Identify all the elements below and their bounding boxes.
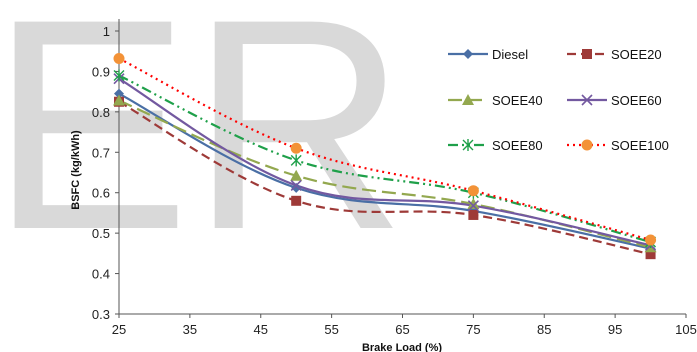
chart-axes <box>118 19 686 315</box>
legend-marker-soee20 <box>582 49 592 59</box>
data-point-soee80 <box>113 69 125 82</box>
x-tick-label: 55 <box>324 322 338 337</box>
y-tick-label: 0.6 <box>92 186 110 201</box>
data-point-soee100 <box>113 52 125 64</box>
series-markers <box>113 52 657 260</box>
y-tick-label: 0.7 <box>92 145 110 160</box>
y-tick-label: 0.4 <box>92 267 110 282</box>
x-tick-label: 85 <box>537 322 551 337</box>
legend-label-soee80: SOEE80 <box>492 138 543 153</box>
legend-label-soee100: SOEE100 <box>611 138 669 153</box>
series-lines <box>118 57 651 256</box>
series-line-soee20 <box>118 100 651 256</box>
x-tick-label: 25 <box>112 322 126 337</box>
series-line-soee100 <box>118 57 651 242</box>
data-point-soee20 <box>645 249 656 260</box>
legend-marker-soee60 <box>581 94 593 106</box>
y-tick-label: 0.5 <box>92 226 110 241</box>
y-tick-label: 0.8 <box>92 105 110 120</box>
data-point-diesel <box>291 182 302 193</box>
legend-label-diesel: Diesel <box>492 47 528 62</box>
data-point-soee20 <box>291 195 302 206</box>
x-tick-label: 95 <box>608 322 622 337</box>
x-tick-label: 35 <box>183 322 197 337</box>
data-point-soee100 <box>467 185 479 197</box>
legend-marker-soee40 <box>462 94 474 105</box>
data-point-soee100 <box>290 142 302 154</box>
data-point-soee60 <box>290 179 302 192</box>
legend-label-soee60: SOEE60 <box>611 93 662 108</box>
data-point-soee40 <box>467 198 480 210</box>
y-axis-title: BSFC (kg/kWh) <box>70 130 82 210</box>
x-tick-label: 65 <box>395 322 409 337</box>
x-tick-label: 75 <box>466 322 480 337</box>
x-tick-label: 45 <box>254 322 268 337</box>
data-point-soee80 <box>290 154 302 167</box>
legend-label-soee40: SOEE40 <box>492 93 543 108</box>
x-axis-title: Brake Load (%) <box>362 342 442 352</box>
legend-marker-diesel <box>463 49 473 59</box>
data-point-soee20 <box>468 209 479 220</box>
data-point-soee100 <box>645 234 657 246</box>
data-point-soee40 <box>113 94 125 106</box>
series-line-diesel <box>118 92 651 250</box>
y-tick-label: 0.3 <box>92 307 110 322</box>
x-tick-label: 105 <box>675 322 697 337</box>
data-point-soee60 <box>467 200 479 212</box>
data-point-soee40 <box>290 169 303 181</box>
y-tick-label: 1 <box>103 24 110 39</box>
legend: Diesel SOEE20 SOEE40 SOEE60 SOEE80 SOEE100 <box>448 47 669 153</box>
series-line-soee60 <box>118 77 651 247</box>
series-line-soee40 <box>118 99 651 249</box>
tick-labels: 25 35 45 55 65 75 85 95 105 0.3 0.4 0.5 0.6 0.7 0.8 0.9… <box>92 24 697 337</box>
legend-marker-soee80 <box>462 139 474 151</box>
legend-marker-soee100 <box>581 139 593 151</box>
data-point-diesel <box>114 88 124 99</box>
y-tick-label: 0.9 <box>92 64 110 79</box>
series-line-soee80 <box>118 74 651 244</box>
legend-label-soee20: SOEE20 <box>611 47 662 62</box>
